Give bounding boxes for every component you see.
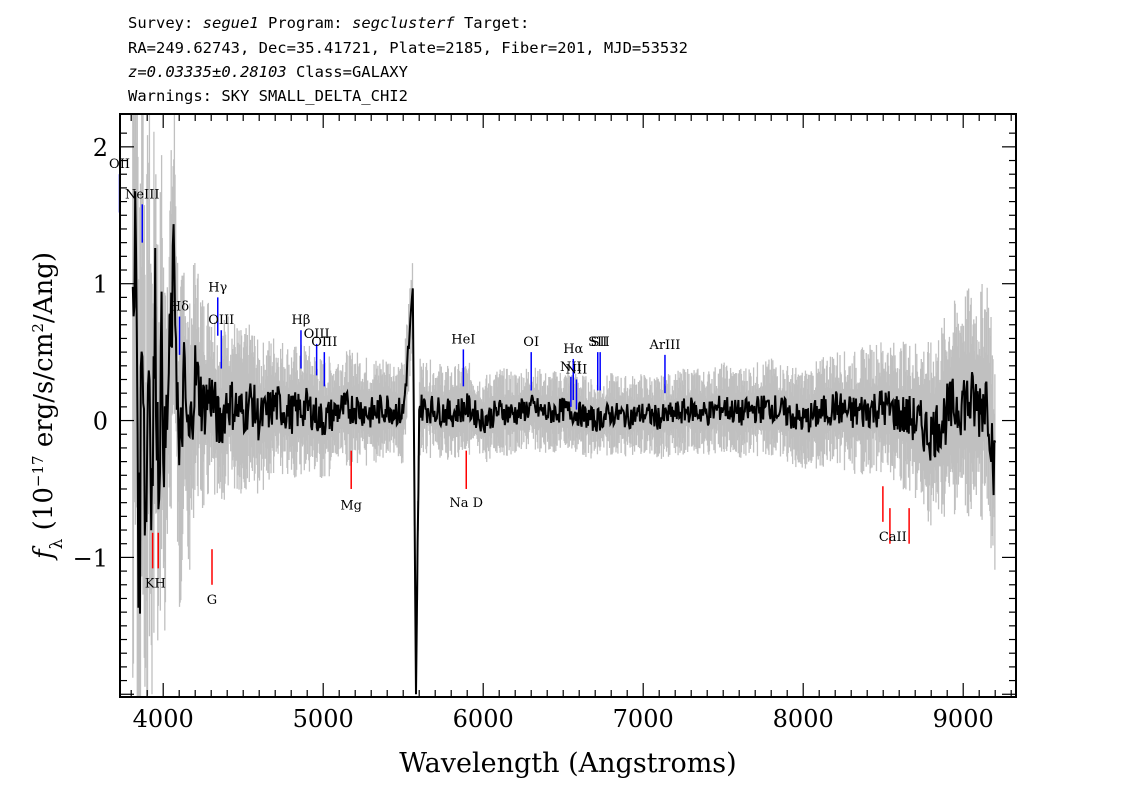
emission-line-label: Hβ [292,313,311,328]
flux-series [131,191,997,695]
emission-line-label: NeIII [125,187,159,202]
header-line-coordinates: RA=249.62743, Dec=35.41721, Plate=2185, … [128,39,688,57]
y-axis-label: fλ (10−17 erg/s/cm2/Ang) [29,252,67,561]
emission-line-label: Hγ [208,280,227,295]
x-tick-label: 4000 [133,705,194,733]
axis-ticks [120,114,1016,697]
y-tick-label: 1 [93,271,108,299]
x-tick-label: 8000 [773,705,834,733]
program-label: Program: [258,14,352,32]
x-tick-label: 6000 [453,705,514,733]
emission-line-label: SII [591,335,610,350]
absorption-line-label: G [207,593,217,608]
y-tick-label: 2 [93,134,108,162]
y-tick-label: −1 [73,544,108,572]
emission-line-label: SII [588,335,607,350]
x-tick-label: 7000 [613,705,674,733]
axes-frame [119,113,1017,698]
survey-label: Survey: [128,14,203,32]
absorption-line-label: Na D [449,496,483,511]
emission-line-label: OI [523,335,539,350]
absorption-line-label: CaII [879,530,907,545]
emission-line-label: NII [566,362,588,377]
x-axis-label: Wavelength (Angstroms) [399,748,736,779]
emission-line-label: OIII [311,335,337,350]
survey-value: segue1 [202,14,259,32]
emission-line-label: NII [560,360,582,375]
header-line-warnings: Warnings: SKY SMALL_DELTA_CHI2 [128,87,408,105]
axis-labels: 4000 5000 6000 7000 8000 9000 −1 0 1 2 Wavelength … [29,134,994,779]
absorption-line-label: Mg [340,499,362,514]
x-tick-label: 5000 [293,705,354,733]
emission-line-label: OIII [304,327,330,342]
emission-line-label: Hδ [170,300,189,315]
target-label: Target: [454,14,530,32]
y-tick-label: 0 [93,408,108,436]
flux-line [131,191,997,695]
class-value: Class=GALAXY [286,63,408,81]
redshift-value: z=0.03335±0.28103 [128,63,287,81]
header-line-redshift: z=0.03335±0.28103 Class=GALAXY [128,63,408,81]
header-line-survey: Survey: segue1 Program: segclusterf Targ… [128,14,529,32]
x-tick-label: 9000 [933,705,994,733]
program-value: segclusterf [351,14,455,32]
emission-line-label: OIII [208,313,234,328]
emission-line-label: Hα [563,342,583,357]
emission-line-label: ArIII [648,338,680,353]
emission-line-label: HeI [451,332,475,347]
absorption-line-label: KH [145,577,166,592]
